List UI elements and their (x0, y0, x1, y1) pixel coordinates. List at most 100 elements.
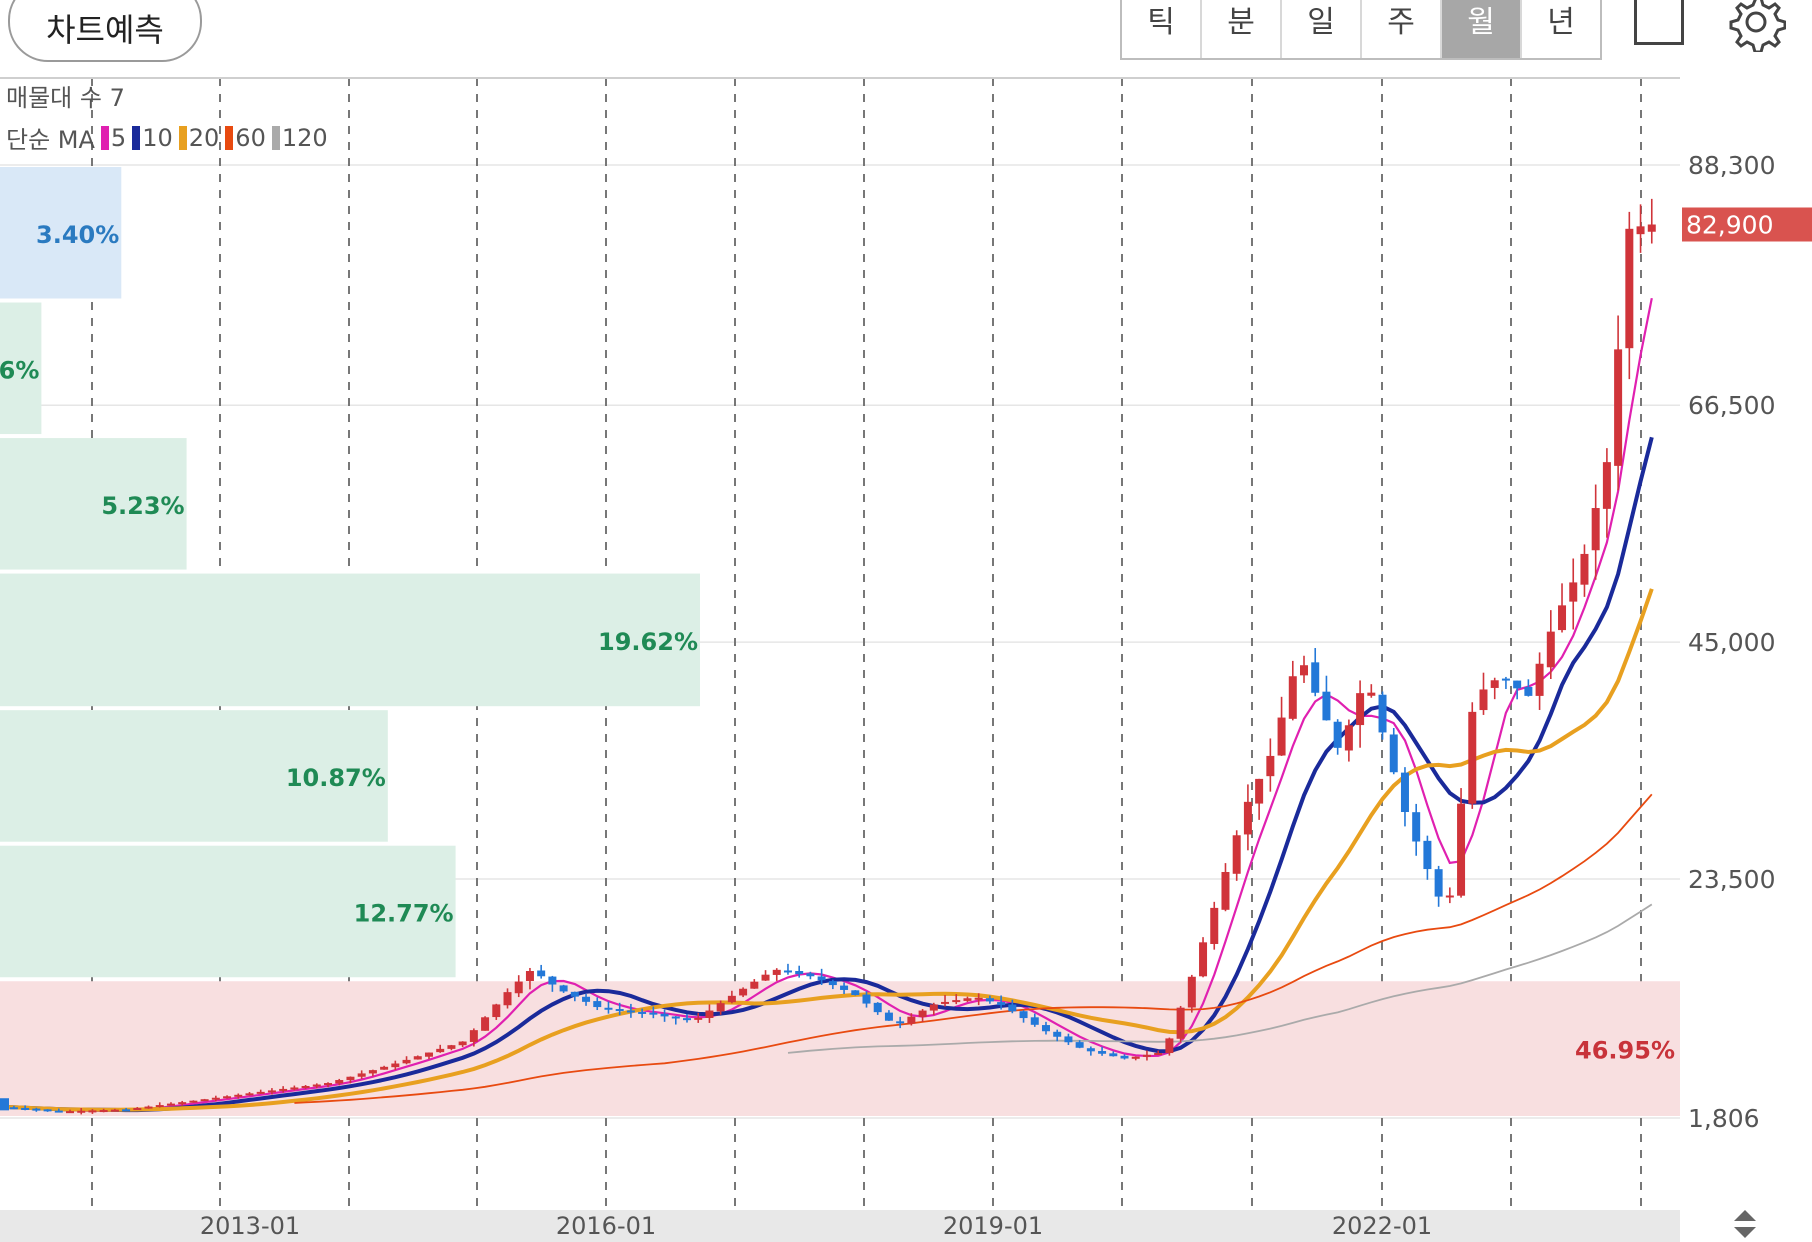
y-tick-label: 45,000 (1688, 628, 1775, 657)
period-tab-tick[interactable]: 틱 (1122, 0, 1202, 58)
ma-legend-title: 단순 MA (6, 126, 95, 154)
candle-body (290, 1087, 299, 1090)
candle-body (413, 1056, 422, 1060)
candle-body (772, 969, 781, 975)
candle-body (492, 1004, 501, 1018)
ma60-swatch (225, 125, 234, 150)
candle-body (795, 971, 804, 975)
volume-profile-bar (0, 710, 388, 842)
candle-body (974, 997, 983, 1000)
candle-body (1008, 1004, 1017, 1012)
candle-body (391, 1063, 400, 1068)
period-tab-minute[interactable]: 분 (1202, 0, 1282, 58)
candle-body (851, 990, 860, 996)
candle-body (1221, 871, 1230, 910)
candle-body (110, 1109, 119, 1112)
ma120-line (787, 903, 1653, 1054)
period-tab-year[interactable]: 년 (1547, 5, 1575, 40)
candle-body (626, 1010, 635, 1013)
candle-body (783, 970, 792, 973)
volume-profile-bar (0, 438, 187, 570)
candle-body (638, 1011, 647, 1014)
candle-body (1344, 725, 1353, 751)
candle-body (1636, 226, 1645, 235)
candle-body (346, 1076, 355, 1081)
candle-body (1614, 349, 1623, 466)
period-tab-month[interactable]: 월 (1442, 0, 1522, 58)
candle-body (963, 998, 972, 1001)
y-tick-label: 88,300 (1688, 151, 1775, 180)
current-price-label: 82,900 (1686, 210, 1773, 239)
candle-body (604, 1007, 613, 1010)
candle-body (1490, 680, 1499, 688)
candle-body (1322, 691, 1331, 721)
fullscreen-square-icon[interactable] (1634, 0, 1684, 45)
candle-body (761, 974, 770, 981)
y-tick-label: 23,500 (1688, 865, 1775, 894)
candle-body (907, 1016, 916, 1024)
candle-body (570, 991, 579, 997)
candle-body (54, 1110, 63, 1113)
x-tick-label: 2016-01 (556, 1212, 656, 1240)
candle-body (1356, 693, 1365, 726)
ma60-label: 60 (235, 123, 266, 152)
candle-body (615, 1009, 624, 1012)
ma10-label: 10 (142, 123, 173, 152)
candle-body (1176, 1007, 1185, 1039)
candle-body (1210, 907, 1219, 944)
candle-body (1535, 663, 1544, 696)
candle-body (312, 1084, 321, 1087)
x-tick-label: 2013-01 (200, 1212, 300, 1240)
candle-body (873, 1002, 882, 1013)
candle-body (32, 1108, 41, 1111)
candle-body (514, 981, 523, 994)
candle-body (918, 1010, 927, 1017)
volume-profile-label: 5.23% (101, 492, 184, 520)
candle-body (997, 1002, 1006, 1006)
x-tick-label: 2019-01 (943, 1212, 1043, 1240)
candle-body (828, 981, 837, 986)
y-tick-label: 1,806 (1688, 1104, 1760, 1133)
candle-body (402, 1059, 411, 1064)
candle-body (211, 1097, 220, 1100)
volume-profile-label: 19.62% (598, 628, 698, 656)
candle-body (1064, 1036, 1073, 1043)
candle-body (436, 1048, 445, 1053)
moving-average-lines (2, 297, 1654, 1113)
scroll-updown-icon[interactable] (1730, 1206, 1760, 1242)
candle-body (705, 1010, 714, 1018)
candle-body (1513, 680, 1522, 689)
chart-predict-button[interactable]: 차트예측 (8, 0, 202, 62)
candle-body (1423, 840, 1432, 870)
candle-body (1120, 1055, 1129, 1059)
period-tab-day[interactable]: 일 (1282, 0, 1362, 58)
candle-body (671, 1016, 680, 1019)
candle-body (525, 971, 534, 981)
volume-profile-label: 10.87% (286, 764, 386, 792)
candle-body (1580, 553, 1589, 585)
ma5-swatch (100, 125, 109, 150)
ma20-swatch (178, 125, 187, 150)
candle-body (806, 973, 815, 977)
candle-body (1300, 665, 1309, 676)
candle-body (424, 1052, 433, 1057)
candle-body (1109, 1053, 1118, 1057)
candle-body (548, 976, 557, 985)
gear-icon[interactable] (1726, 0, 1786, 52)
candle-body (649, 1012, 658, 1015)
volume-profile: 3.40% 1.16% 5.23% 19.62% 10.87% 12.77% 46.95% (0, 167, 1680, 1116)
ma120-swatch (271, 125, 280, 150)
volume-profile-label: 46.95% (1575, 1037, 1675, 1065)
candle-body (1053, 1031, 1062, 1037)
x-axis-band (0, 1210, 1680, 1242)
ma10-swatch (132, 125, 141, 150)
candle-body (166, 1103, 175, 1106)
candle-body (1412, 812, 1421, 842)
candle-body (1434, 869, 1443, 897)
candle-body (324, 1083, 333, 1086)
ma-legend: 단순 MA 5 10 20 60 120 (6, 120, 328, 155)
candle-body (267, 1090, 276, 1093)
period-selector: 틱 분 일 주 월 년 (1120, 0, 1602, 60)
period-tab-week[interactable]: 주 (1362, 0, 1442, 58)
